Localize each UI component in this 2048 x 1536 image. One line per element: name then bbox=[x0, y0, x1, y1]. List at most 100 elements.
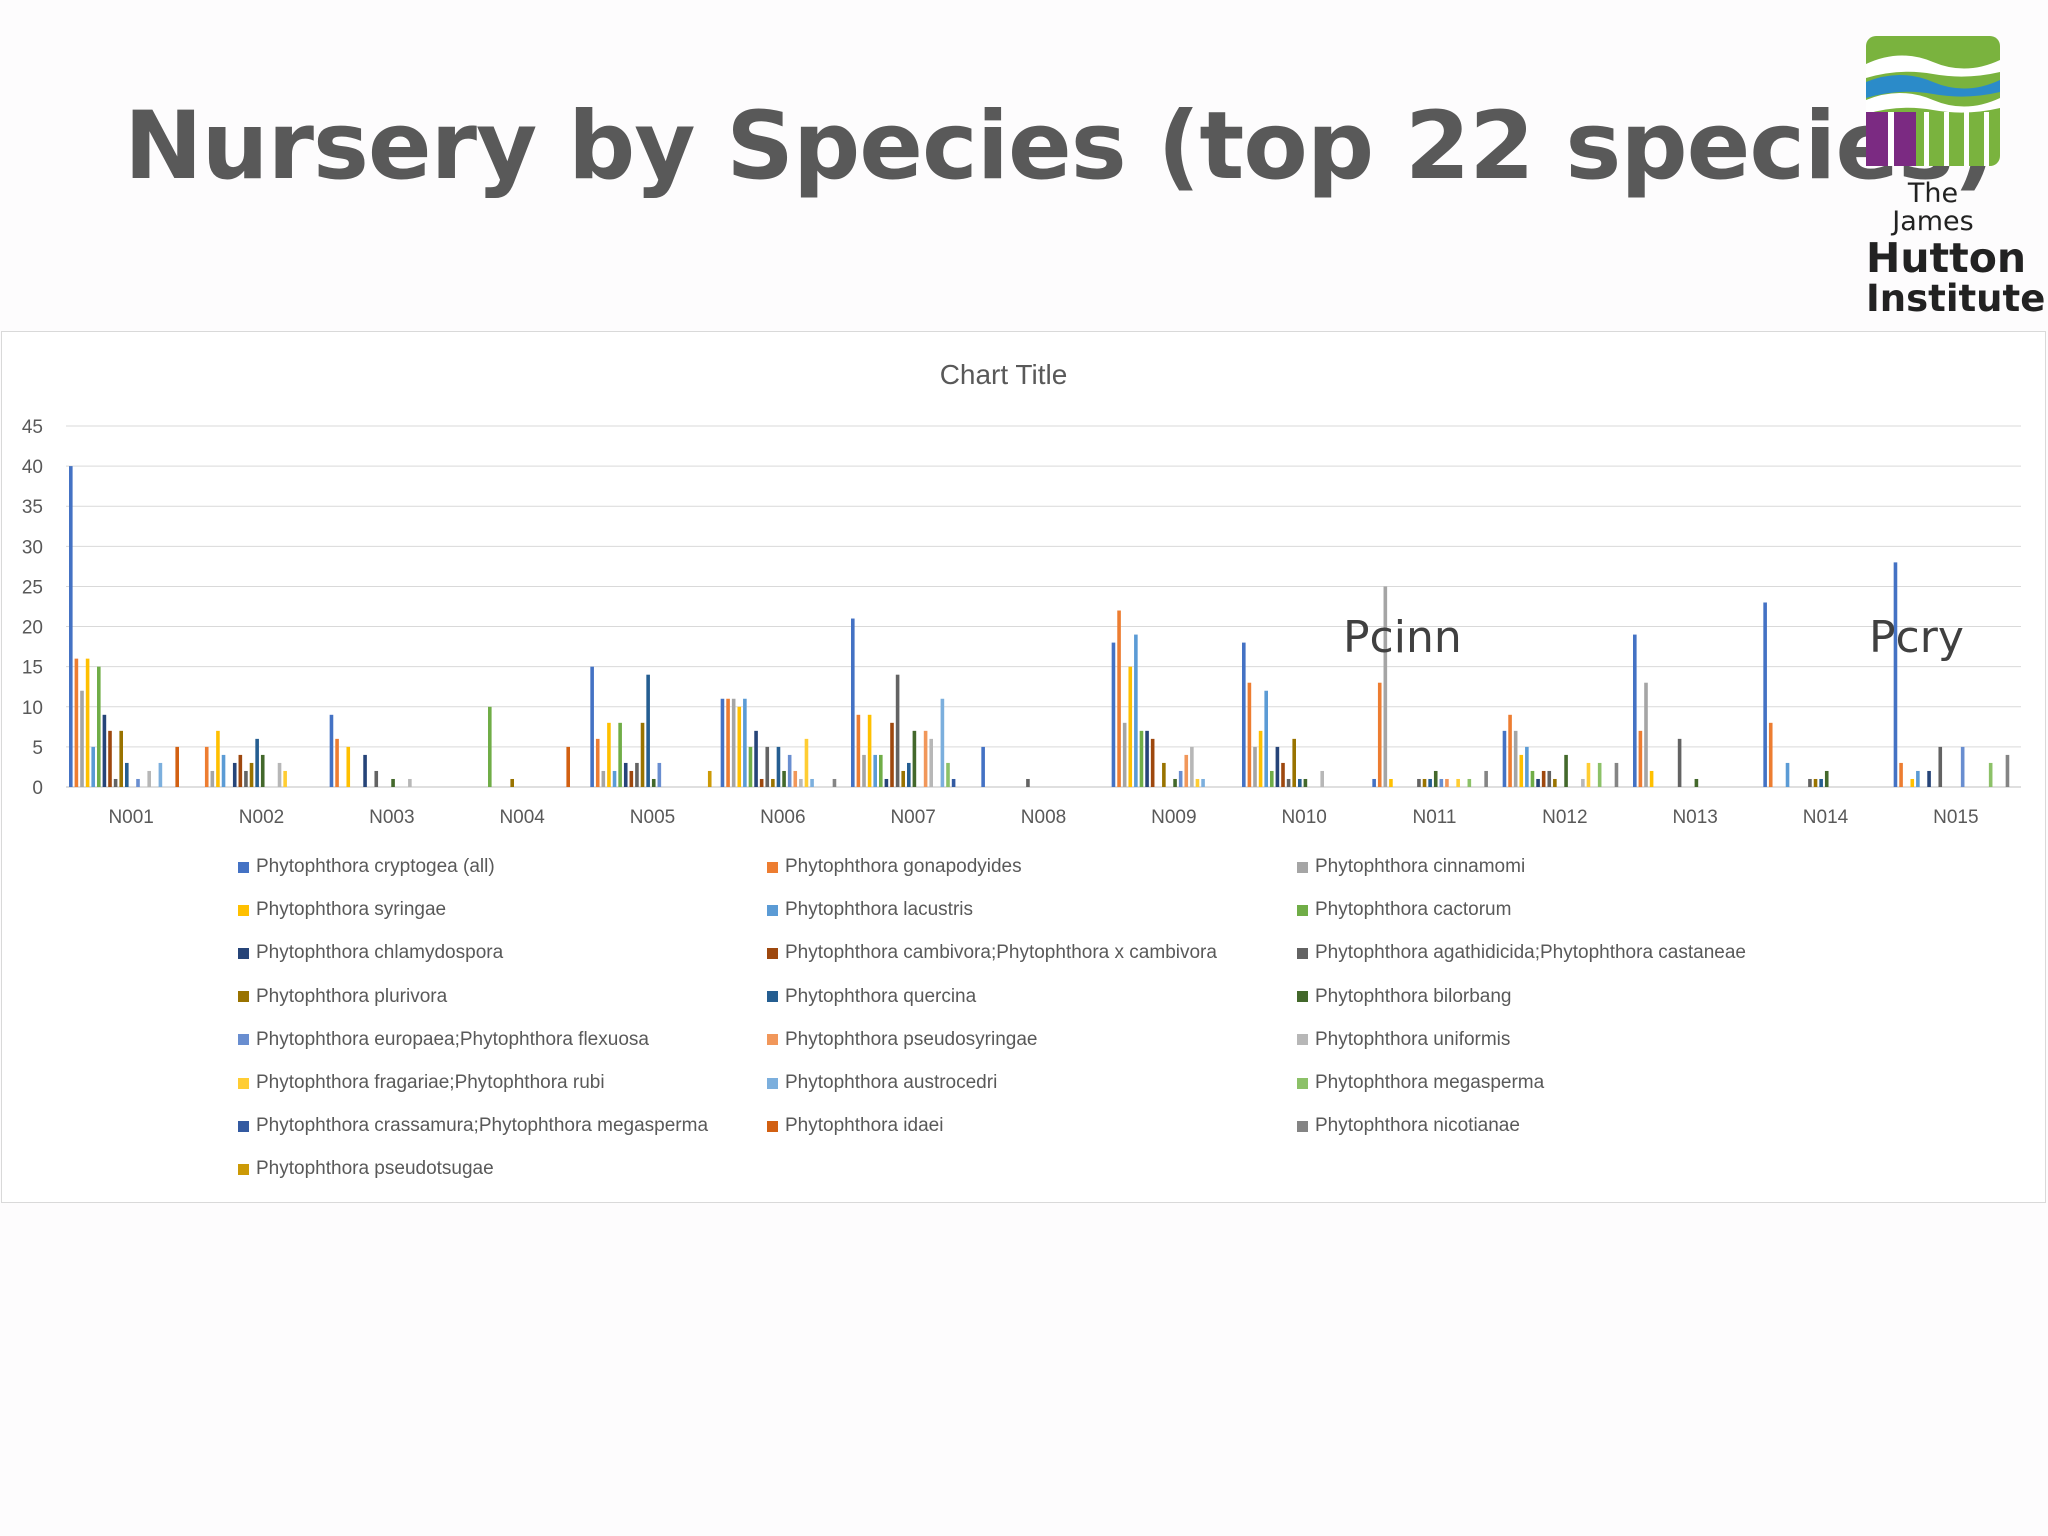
bar bbox=[1111, 642, 1116, 787]
legend-item: Phytophthora cactorum bbox=[1297, 898, 1511, 922]
bar bbox=[832, 778, 837, 787]
x-tick-label: N003 bbox=[369, 807, 414, 828]
y-tick-label: 15 bbox=[22, 658, 43, 679]
bar bbox=[1178, 770, 1183, 787]
bar bbox=[1253, 746, 1257, 787]
bar bbox=[873, 754, 877, 787]
bar bbox=[216, 730, 220, 787]
bar bbox=[510, 778, 514, 787]
bar bbox=[707, 770, 712, 787]
logo-green-gap-4 bbox=[1984, 112, 1989, 166]
bar bbox=[1960, 746, 1965, 787]
bar bbox=[329, 714, 334, 787]
bar bbox=[1638, 730, 1643, 787]
legend-label: Phytophthora austrocedri bbox=[785, 1072, 998, 1093]
bar bbox=[907, 762, 911, 787]
legend-item: Phytophthora crassamura;Phytophthora meg… bbox=[238, 1114, 708, 1138]
bar bbox=[1173, 778, 1177, 787]
bar bbox=[1484, 770, 1488, 787]
logo-green-gap-1 bbox=[1924, 112, 1929, 166]
bar bbox=[210, 770, 215, 787]
legend-label: Phytophthora bilorbang bbox=[1315, 985, 1512, 1007]
bar bbox=[1428, 778, 1432, 787]
bar bbox=[283, 770, 287, 787]
legend-swatch bbox=[238, 861, 249, 873]
bar bbox=[793, 770, 798, 787]
bar bbox=[1445, 778, 1449, 787]
logo-line-2: Hutton bbox=[1866, 233, 2027, 282]
y-tick-label: 40 bbox=[22, 457, 43, 478]
bar bbox=[1195, 778, 1200, 787]
legend-swatch bbox=[238, 1034, 249, 1046]
legend-item: Phytophthora lacustris bbox=[767, 898, 973, 922]
legend-label: Phytophthora europaea;Phytophthora flexu… bbox=[256, 1028, 649, 1050]
bar bbox=[623, 762, 628, 787]
bar bbox=[1586, 762, 1591, 787]
bar bbox=[1694, 778, 1699, 787]
legend-item: Phytophthora fragariae;Phytophthora rubi bbox=[238, 1071, 605, 1095]
legend-item: Phytophthora gonapodyides bbox=[767, 855, 1022, 879]
legend-swatch bbox=[238, 947, 249, 959]
bar bbox=[221, 754, 226, 787]
legend-swatch bbox=[1297, 904, 1308, 916]
bar bbox=[1372, 778, 1376, 787]
x-tick-label: N008 bbox=[1021, 807, 1066, 828]
bar bbox=[158, 762, 163, 787]
bar bbox=[754, 730, 758, 787]
bar bbox=[1134, 634, 1138, 787]
legend-item: Phytophthora pseudosyringae bbox=[767, 1028, 1037, 1052]
bar bbox=[1938, 746, 1943, 787]
legend-item: Phytophthora austrocedri bbox=[767, 1071, 997, 1095]
bar bbox=[1763, 602, 1767, 787]
bar bbox=[91, 746, 95, 787]
bar bbox=[782, 770, 786, 787]
bar bbox=[1813, 778, 1818, 787]
x-tick-label: N013 bbox=[1672, 807, 1717, 828]
bar bbox=[1122, 722, 1127, 787]
bar bbox=[232, 762, 237, 787]
x-tick-label: N002 bbox=[239, 807, 284, 828]
legend-item: Phytophthora pseudotsugae bbox=[238, 1157, 494, 1181]
bar bbox=[612, 770, 617, 787]
legend-label: Phytophthora lacustris bbox=[785, 899, 973, 921]
x-tick-label: N011 bbox=[1412, 807, 1456, 828]
bar bbox=[1162, 762, 1166, 787]
bar bbox=[1530, 770, 1535, 787]
bar bbox=[601, 770, 606, 787]
bar bbox=[851, 618, 855, 787]
legend-swatch bbox=[238, 1120, 249, 1132]
bar bbox=[651, 778, 656, 787]
bar bbox=[1899, 762, 1903, 787]
bar bbox=[335, 738, 339, 787]
bar bbox=[346, 746, 351, 787]
legend-swatch bbox=[767, 1120, 778, 1132]
bar bbox=[912, 730, 917, 787]
bar bbox=[108, 730, 112, 787]
bar bbox=[1467, 778, 1472, 787]
bar bbox=[635, 762, 639, 787]
legend-swatch bbox=[1297, 947, 1308, 959]
legend-label: Phytophthora pseudosyringae bbox=[785, 1028, 1038, 1050]
bar bbox=[946, 762, 950, 787]
bar bbox=[1303, 778, 1308, 787]
bar bbox=[1264, 690, 1268, 787]
bar bbox=[374, 770, 379, 787]
bar bbox=[1247, 682, 1252, 787]
bar bbox=[901, 770, 905, 787]
legend-item: Phytophthora cinnamomi bbox=[1297, 855, 1525, 879]
bar bbox=[1927, 770, 1931, 787]
bar bbox=[119, 730, 123, 787]
legend-swatch bbox=[1297, 991, 1308, 1003]
logo-line-3: Institute bbox=[1866, 276, 2046, 320]
legend-label: Phytophthora plurivora bbox=[256, 985, 448, 1007]
bar bbox=[640, 722, 645, 787]
bar bbox=[595, 738, 600, 787]
legend-label: Phytophthora pseudotsugae bbox=[256, 1158, 494, 1180]
logo-text: The James Hutton Institute bbox=[1866, 179, 2046, 320]
bar bbox=[1383, 586, 1388, 787]
legend-label: Phytophthora gonapodyides bbox=[785, 856, 1022, 877]
legend-label: Phytophthora uniformis bbox=[1315, 1028, 1511, 1050]
bar bbox=[810, 778, 814, 787]
logo-purple-bar-2 bbox=[1894, 112, 1916, 166]
bar bbox=[890, 722, 894, 787]
